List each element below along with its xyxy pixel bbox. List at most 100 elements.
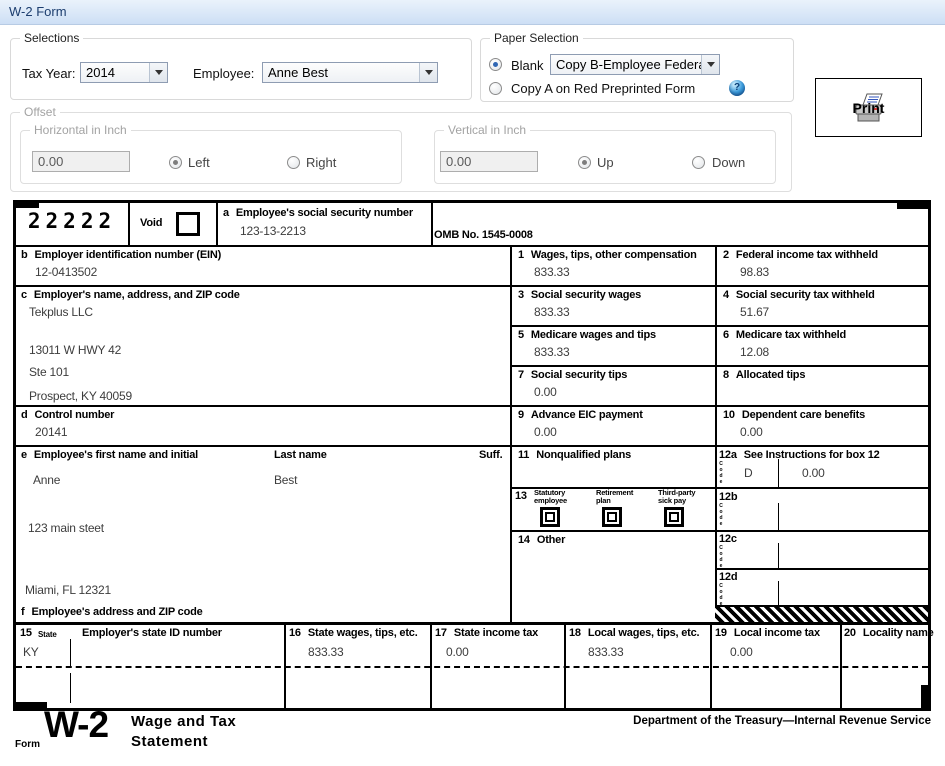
void-checkbox[interactable] — [176, 212, 200, 236]
chevron-down-icon — [154, 70, 163, 75]
grid-line — [840, 625, 842, 708]
grid-line — [431, 203, 433, 245]
employer-city: Prospect, KY 40059 — [29, 389, 132, 403]
box-12b-code-word: Code — [718, 503, 724, 527]
chevron-down-icon — [706, 62, 715, 67]
dashed-divider — [16, 666, 928, 668]
ein-value: 12-0413502 — [35, 265, 98, 279]
box-12a-code: D — [744, 466, 753, 480]
employee-dropdown-button[interactable] — [419, 63, 437, 82]
corner-mark — [921, 685, 931, 711]
third-party-sick-pay-group: Third-party sick pay — [658, 488, 696, 528]
box-16-label: 16 State wages, tips, etc. — [289, 627, 418, 639]
offset-up-radio[interactable] — [578, 156, 591, 169]
offset-down-label[interactable]: Down — [712, 155, 746, 170]
blank-radio[interactable] — [489, 58, 502, 71]
employee-value: Anne Best — [268, 65, 328, 80]
omb-number: OMB No. 1545-0008 — [434, 229, 533, 241]
box-17-label: 17 State income tax — [435, 627, 539, 639]
tax-year-label: Tax Year: — [22, 66, 76, 81]
grid-line — [564, 625, 566, 708]
box-12d-label: 12d — [719, 571, 738, 583]
last-name-label: Last name — [274, 449, 327, 461]
tax-year-dropdown[interactable]: 2014 — [80, 62, 168, 83]
box-a-label: a Employee's social security number — [223, 207, 413, 219]
box-7-label: 7 Social security tips — [518, 369, 628, 381]
box-f-label: f Employee's address and ZIP code — [21, 606, 203, 618]
box-16-value: 833.33 — [308, 645, 344, 659]
print-button[interactable]: Print — [815, 78, 922, 137]
offset-down-radio[interactable] — [692, 156, 705, 169]
offset-right-radio[interactable] — [287, 156, 300, 169]
offset-up-label[interactable]: Up — [597, 155, 614, 170]
help-globe-icon[interactable] — [729, 80, 745, 96]
box-7-value: 0.00 — [534, 385, 557, 399]
box-13-num: 13 — [515, 490, 527, 502]
copy-a-radio[interactable] — [489, 82, 502, 95]
third-party-sick-pay-checkbox[interactable] — [664, 507, 684, 528]
box-12a-amount: 0.00 — [802, 466, 825, 480]
grid-line — [128, 203, 130, 245]
corner-mark — [897, 200, 931, 209]
box-5-label: 5 Medicare wages and tips — [518, 329, 656, 341]
offset-left-radio[interactable] — [169, 156, 182, 169]
w2-form-preview: 22222 Void a Employee's social security n… — [13, 200, 934, 711]
grid-line — [710, 625, 712, 708]
box-6-value: 12.08 — [740, 345, 770, 359]
box-12d-code-word: Code — [718, 583, 724, 607]
vertical-offset-input[interactable]: 0.00 — [440, 151, 538, 172]
box-12b-label: 12b — [719, 491, 738, 503]
box-4-label: 4 Social security tax withheld — [723, 289, 875, 301]
box-9-label: 9 Advance EIC payment — [518, 409, 643, 421]
paper-selection-legend: Paper Selection — [490, 31, 583, 45]
retirement-plan-checkbox[interactable] — [602, 507, 622, 528]
footer-form-number: W-2 — [44, 704, 109, 745]
box-5-value: 833.33 — [534, 345, 570, 359]
copy-type-dropdown[interactable]: Copy B-Employee Federal — [550, 54, 720, 75]
box-14-label: 14 Other — [518, 534, 566, 546]
grid-line — [778, 581, 779, 605]
box-d-label: d Control number — [21, 409, 115, 421]
statutory-employee-group: Statutory employee — [534, 488, 567, 528]
printer-icon — [855, 93, 883, 121]
corner-mark — [13, 702, 47, 711]
box-19-label: 19 Local income tax — [715, 627, 820, 639]
grid-line — [510, 325, 928, 327]
box-11-label: 11 Nonqualified plans — [518, 449, 632, 461]
window-title: W-2 Form — [9, 4, 67, 19]
copy-type-dropdown-button[interactable] — [701, 55, 719, 74]
employee-address-1: 123 main steet — [28, 521, 104, 535]
grid-line — [16, 622, 928, 625]
copy-a-radio-label[interactable]: Copy A on Red Preprinted Form — [511, 81, 696, 96]
grid-line — [715, 568, 928, 570]
grid-line — [16, 405, 928, 407]
horizontal-offset-input[interactable]: 0.00 — [32, 151, 130, 172]
grid-line — [284, 625, 286, 708]
grid-line — [510, 365, 928, 367]
tax-year-value: 2014 — [86, 65, 115, 80]
statutory-employee-checkbox[interactable] — [540, 507, 560, 528]
grid-line — [16, 245, 928, 247]
box-c-label: c Employer's name, address, and ZIP code — [21, 289, 240, 301]
void-label: Void — [140, 217, 163, 229]
blank-radio-label[interactable]: Blank — [511, 58, 544, 73]
box-12c-code-word: Code — [718, 545, 724, 569]
grid-line — [70, 673, 71, 703]
box-e-label: e Employee's first name and initial — [21, 449, 199, 461]
box-17-value: 0.00 — [446, 645, 469, 659]
control-number-value: 20141 — [35, 425, 68, 439]
box-3-label: 3 Social security wages — [518, 289, 642, 301]
grid-line — [510, 487, 928, 489]
tax-year-dropdown-button[interactable] — [149, 63, 167, 82]
box-18-value: 833.33 — [588, 645, 624, 659]
horizontal-offset-legend: Horizontal in Inch — [30, 123, 131, 137]
offset-left-label[interactable]: Left — [188, 155, 210, 170]
box-9-value: 0.00 — [534, 425, 557, 439]
employee-dropdown[interactable]: Anne Best — [262, 62, 438, 83]
offset-legend: Offset — [20, 105, 60, 119]
retirement-plan-group: Retirement plan — [596, 488, 633, 528]
box-6-label: 6 Medicare tax withheld — [723, 329, 847, 341]
offset-right-label[interactable]: Right — [306, 155, 337, 170]
grid-line — [778, 503, 779, 530]
